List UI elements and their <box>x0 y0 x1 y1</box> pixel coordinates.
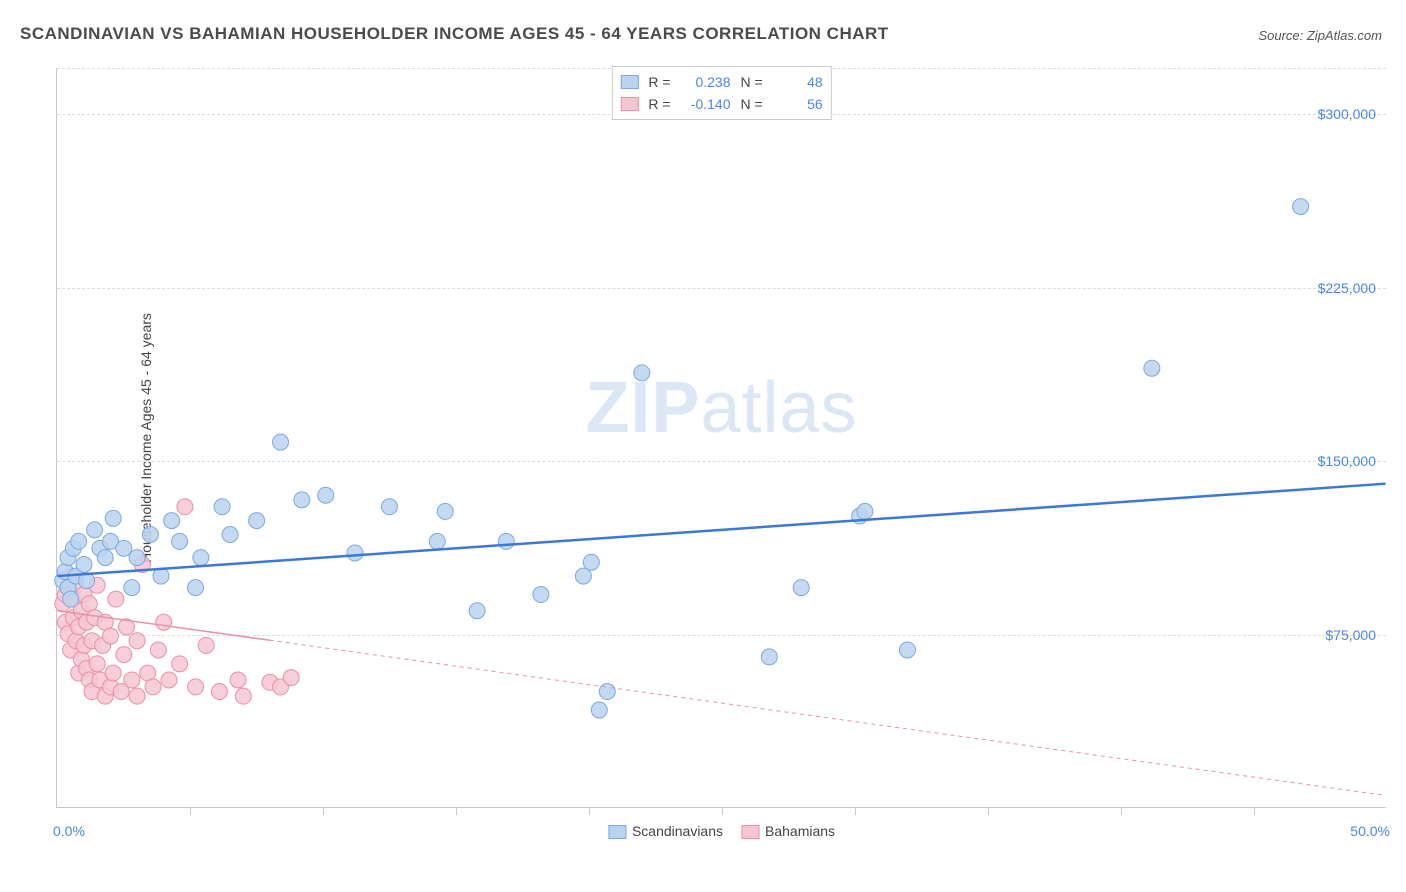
scatter-point <box>172 656 188 672</box>
r-value-bahamians: -0.140 <box>681 96 731 112</box>
scatter-point <box>161 672 177 688</box>
scatter-point <box>105 510 121 526</box>
trend-line <box>57 484 1385 576</box>
scatter-point <box>230 672 246 688</box>
chart-title: SCANDINAVIAN VS BAHAMIAN HOUSEHOLDER INC… <box>20 24 889 44</box>
chart-plot-area: ZIPatlas Householder Income Ages 45 - 64… <box>56 68 1386 808</box>
scatter-point <box>164 513 180 529</box>
scatter-point <box>634 365 650 381</box>
scatter-point <box>129 688 145 704</box>
scatter-point <box>222 527 238 543</box>
scatter-point <box>294 492 310 508</box>
x-axis-min-label: 0.0% <box>53 823 85 839</box>
scatter-point <box>116 540 132 556</box>
series-swatch-scandinavians <box>620 75 638 89</box>
scatter-point <box>177 499 193 515</box>
scatter-point <box>857 503 873 519</box>
series-swatch-bahamians-icon <box>741 825 759 839</box>
scatter-point <box>76 557 92 573</box>
source-attribution: Source: ZipAtlas.com <box>1258 28 1382 43</box>
scatter-point <box>63 591 79 607</box>
scatter-point <box>97 550 113 566</box>
scatter-point <box>211 684 227 700</box>
scatter-point <box>575 568 591 584</box>
n-label: N = <box>741 74 763 90</box>
series-legend-item-scandinavians: Scandinavians <box>608 823 723 839</box>
correlation-legend: R = 0.238 N = 48 R = -0.140 N = 56 <box>611 66 831 120</box>
scatter-point <box>142 527 158 543</box>
scatter-point <box>599 684 615 700</box>
series-label-bahamians: Bahamians <box>765 823 835 839</box>
scatter-point <box>347 545 363 561</box>
r-label: R = <box>648 74 670 90</box>
series-swatch-scandinavians-icon <box>608 825 626 839</box>
n-label: N = <box>741 96 763 112</box>
scatter-point <box>249 513 265 529</box>
scatter-point <box>1144 360 1160 376</box>
series-legend: Scandinavians Bahamians <box>608 823 835 839</box>
scatter-point <box>116 647 132 663</box>
scatter-point <box>188 679 204 695</box>
scatter-svg <box>57 68 1386 807</box>
r-label: R = <box>648 96 670 112</box>
series-legend-item-bahamians: Bahamians <box>741 823 835 839</box>
scatter-point <box>188 580 204 596</box>
scatter-point <box>108 591 124 607</box>
scatter-point <box>583 554 599 570</box>
scatter-point <box>429 533 445 549</box>
scatter-point <box>498 533 514 549</box>
source-label: Source: <box>1258 28 1306 43</box>
scatter-point <box>124 580 140 596</box>
scatter-point <box>214 499 230 515</box>
n-value-bahamians: 56 <box>773 96 823 112</box>
r-value-scandinavians: 0.238 <box>681 74 731 90</box>
scatter-point <box>198 637 214 653</box>
scatter-point <box>318 487 334 503</box>
scatter-point <box>145 679 161 695</box>
scatter-point <box>129 550 145 566</box>
scatter-point <box>591 702 607 718</box>
x-axis-max-label: 50.0% <box>1350 823 1390 839</box>
scatter-point <box>150 642 166 658</box>
scatter-point <box>105 665 121 681</box>
scatter-point <box>899 642 915 658</box>
scatter-point <box>793 580 809 596</box>
series-swatch-bahamians <box>620 97 638 111</box>
correlation-legend-row-1: R = 0.238 N = 48 <box>620 71 822 93</box>
scatter-point <box>533 587 549 603</box>
scatter-point <box>273 434 289 450</box>
scatter-point <box>87 522 103 538</box>
scatter-point <box>761 649 777 665</box>
scatter-point <box>124 672 140 688</box>
correlation-legend-row-2: R = -0.140 N = 56 <box>620 93 822 115</box>
scatter-point <box>103 628 119 644</box>
source-value: ZipAtlas.com <box>1307 28 1382 43</box>
scatter-point <box>469 603 485 619</box>
scatter-point <box>156 614 172 630</box>
scatter-point <box>1293 199 1309 215</box>
scatter-point <box>235 688 251 704</box>
scatter-point <box>71 533 87 549</box>
scatter-point <box>193 550 209 566</box>
scatter-point <box>89 656 105 672</box>
scatter-point <box>437 503 453 519</box>
n-value-scandinavians: 48 <box>773 74 823 90</box>
scatter-point <box>172 533 188 549</box>
scatter-point <box>283 670 299 686</box>
scatter-point <box>129 633 145 649</box>
series-label-scandinavians: Scandinavians <box>632 823 723 839</box>
scatter-point <box>381 499 397 515</box>
trend-line-dashed <box>270 640 1386 795</box>
